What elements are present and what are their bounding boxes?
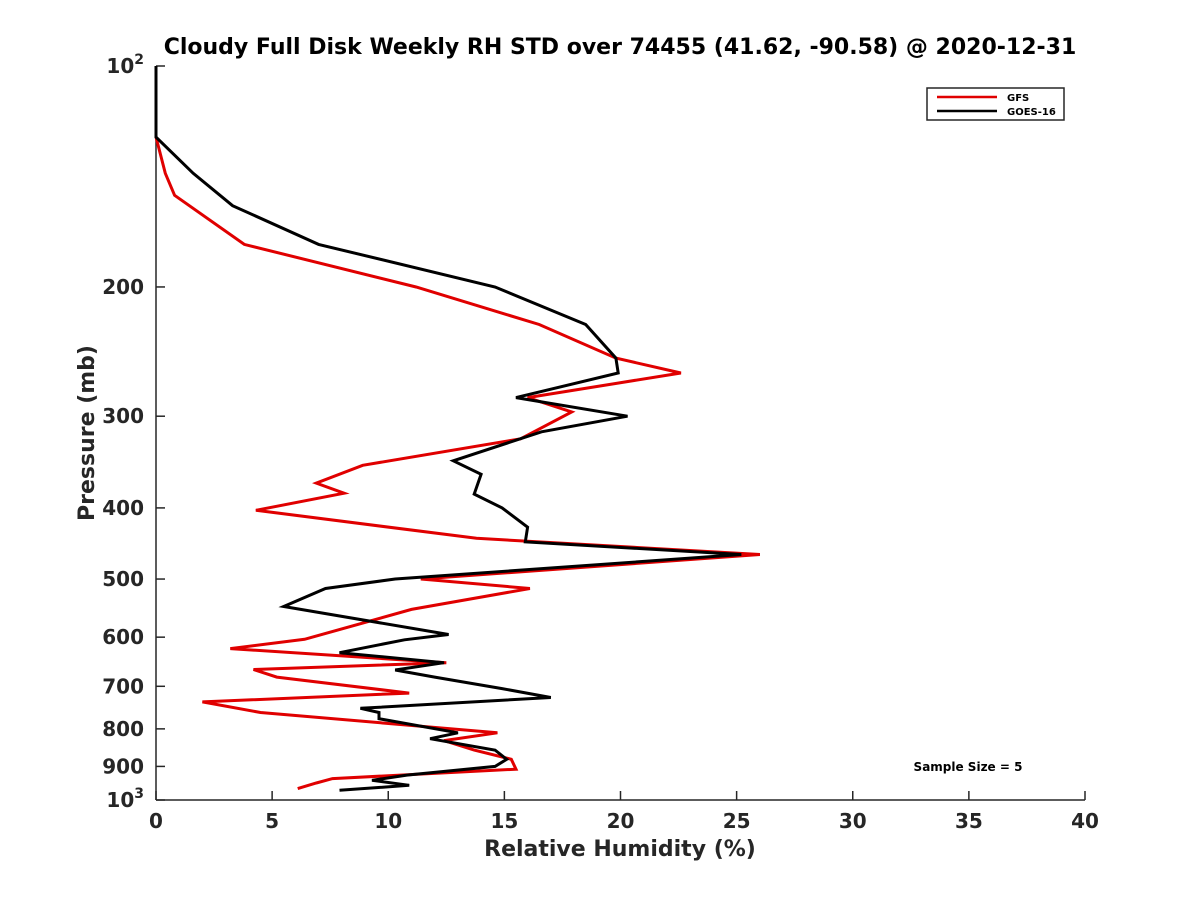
x-tick-label: 0 (149, 809, 163, 833)
y-axis-label: Pressure (mb) (75, 345, 100, 521)
y-tick-label: 900 (102, 754, 144, 778)
x-tick-label: 40 (1071, 809, 1099, 833)
y-tick-label: 800 (102, 717, 144, 741)
y-tick-label: 600 (102, 625, 144, 649)
x-tick-label: 25 (723, 809, 751, 833)
y-tick-label: 500 (102, 567, 144, 591)
x-tick-label: 30 (839, 809, 867, 833)
x-tick-label: 35 (955, 809, 983, 833)
x-tick-label: 5 (265, 809, 279, 833)
sample-size-note: Sample Size = 5 (914, 760, 1023, 774)
chart-title: Cloudy Full Disk Weekly RH STD over 7445… (164, 35, 1077, 60)
y-tick-label: 200 (102, 275, 144, 299)
axes: 0 5 10 15 20 25 30 35 40 102 200 300 400 500 600 700 800… (102, 52, 1099, 833)
series-line-goes-16 (154, 66, 742, 792)
series-lines (154, 66, 761, 792)
y-tick-label: 102 (106, 52, 144, 78)
legend-label: GFS (1007, 93, 1029, 104)
y-tick-label: 300 (102, 404, 144, 428)
y-tick-label: 700 (102, 674, 144, 698)
y-tick-label: 103 (106, 786, 144, 812)
x-tick-label: 15 (490, 809, 518, 833)
legend-box (926, 87, 1065, 121)
x-tick-label: 10 (374, 809, 402, 833)
x-tick-label: 20 (607, 809, 635, 833)
x-axis-label: Relative Humidity (%) (484, 837, 756, 862)
legend-label: GOES-16 (1007, 107, 1056, 118)
y-tick-label: 400 (102, 496, 144, 520)
legend: GFS GOES-16 (926, 87, 1065, 121)
